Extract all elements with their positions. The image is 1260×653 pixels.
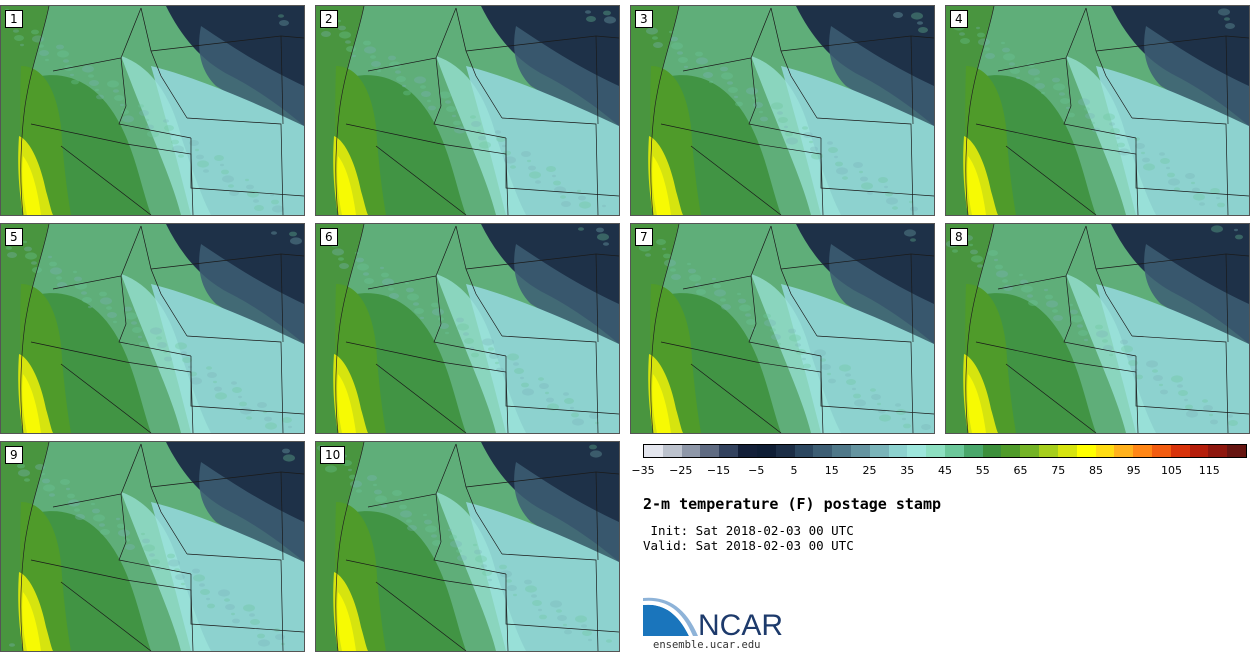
colorbar-tick-label: 5 bbox=[790, 464, 798, 477]
colorbar-segment bbox=[982, 445, 1002, 457]
colorbar-segment bbox=[662, 445, 682, 457]
ncar-logo: NCAR bbox=[643, 597, 783, 639]
colorbar-segment bbox=[1133, 445, 1152, 457]
stamp-7: 7 bbox=[630, 223, 935, 434]
stamp-number: 7 bbox=[635, 228, 653, 246]
colorbar-tick-label: 25 bbox=[862, 464, 877, 477]
colorbar-tick-label: −5 bbox=[748, 464, 765, 477]
colorbar-segment bbox=[945, 445, 964, 457]
stamp-3: 3 bbox=[630, 5, 935, 216]
colorbar-segment bbox=[1208, 445, 1228, 457]
stamp-map bbox=[631, 224, 934, 433]
colorbar-segment bbox=[681, 445, 701, 457]
ncar-logo-text: NCAR bbox=[698, 609, 783, 639]
stamp-map bbox=[1, 224, 304, 433]
init-time: Init: Sat 2018-02-03 00 UTC bbox=[643, 523, 854, 538]
colorbar-segment bbox=[1095, 445, 1115, 457]
colorbar-tick-label: 115 bbox=[1198, 464, 1220, 477]
stamp-number: 10 bbox=[320, 446, 346, 464]
colorbar-segment bbox=[1020, 445, 1040, 457]
colorbar-tick-label: 55 bbox=[975, 464, 990, 477]
stamp-8: 8 bbox=[945, 223, 1250, 434]
temperature-colorbar bbox=[643, 444, 1247, 458]
stamp-number: 3 bbox=[635, 10, 653, 28]
colorbar-tick-label: 85 bbox=[1089, 464, 1103, 477]
stamp-map bbox=[1, 6, 304, 215]
colorbar-segment bbox=[926, 445, 945, 457]
colorbar-segment bbox=[1151, 445, 1171, 457]
stamp-map bbox=[1, 442, 304, 651]
colorbar-ticks: −35 −25 −15 −5 5 15 25 35 45 55 65 75 85 95 105 115 bbox=[631, 464, 1247, 478]
colorbar-segment bbox=[1114, 445, 1134, 457]
colorbar-segment bbox=[850, 445, 870, 457]
stamp-6: 6 bbox=[315, 223, 620, 434]
stamp-10: 10 bbox=[315, 441, 620, 652]
stamp-map bbox=[631, 6, 934, 215]
colorbar-segment bbox=[1057, 445, 1077, 457]
colorbar-tick-label: 35 bbox=[900, 464, 915, 477]
colorbar-segment bbox=[832, 445, 851, 457]
colorbar-segment bbox=[1170, 445, 1190, 457]
colorbar-segment bbox=[794, 445, 814, 457]
colorbar-segment bbox=[869, 445, 889, 457]
colorbar-segment bbox=[719, 445, 739, 457]
colorbar-segment bbox=[1039, 445, 1058, 457]
colorbar-tick-label: −15 bbox=[706, 464, 731, 477]
colorbar-segment bbox=[700, 445, 720, 457]
stamp-map bbox=[946, 6, 1249, 215]
colorbar-segment bbox=[1227, 445, 1246, 457]
ncar-url: ensemble.ucar.edu bbox=[653, 639, 761, 651]
valid-time: Valid: Sat 2018-02-03 00 UTC bbox=[643, 538, 854, 553]
stamp-1: 1 bbox=[0, 5, 305, 216]
chart-title: 2-m temperature (F) postage stamp bbox=[643, 495, 942, 513]
colorbar-tick-label: 105 bbox=[1161, 464, 1182, 477]
colorbar-segment bbox=[1189, 445, 1209, 457]
colorbar-segment bbox=[738, 445, 757, 457]
stamp-number: 9 bbox=[5, 446, 23, 464]
colorbar-segment bbox=[1076, 445, 1096, 457]
colorbar-tick-label: 45 bbox=[938, 464, 952, 477]
stamp-map bbox=[316, 442, 619, 651]
colorbar-tick-label: −25 bbox=[669, 464, 693, 477]
colorbar-segment bbox=[813, 445, 833, 457]
colorbar-segment bbox=[907, 445, 927, 457]
stamp-4: 4 bbox=[945, 5, 1250, 216]
colorbar-tick-label: 65 bbox=[1013, 464, 1028, 477]
colorbar-tick-label: 15 bbox=[824, 464, 839, 477]
colorbar-tick-label: −35 bbox=[631, 464, 655, 477]
colorbar-segment bbox=[775, 445, 795, 457]
colorbar-tick-label: 75 bbox=[1051, 464, 1066, 477]
colorbar-segment bbox=[644, 445, 663, 457]
stamp-number: 6 bbox=[320, 228, 338, 246]
colorbar-segment bbox=[888, 445, 908, 457]
colorbar-tick-label: 95 bbox=[1126, 464, 1141, 477]
stamp-number: 8 bbox=[950, 228, 968, 246]
stamp-number: 4 bbox=[950, 10, 968, 28]
stamp-map bbox=[316, 224, 619, 433]
stamp-9: 9 bbox=[0, 441, 305, 652]
stamp-number: 2 bbox=[320, 10, 338, 28]
colorbar-segment bbox=[756, 445, 776, 457]
colorbar-segment bbox=[963, 445, 983, 457]
stamp-number: 1 bbox=[5, 10, 23, 28]
stamp-number: 5 bbox=[5, 228, 23, 246]
stamp-map bbox=[316, 6, 619, 215]
stamp-map bbox=[946, 224, 1249, 433]
stamp-5: 5 bbox=[0, 223, 305, 434]
stamp-2: 2 bbox=[315, 5, 620, 216]
colorbar-segment bbox=[1001, 445, 1021, 457]
